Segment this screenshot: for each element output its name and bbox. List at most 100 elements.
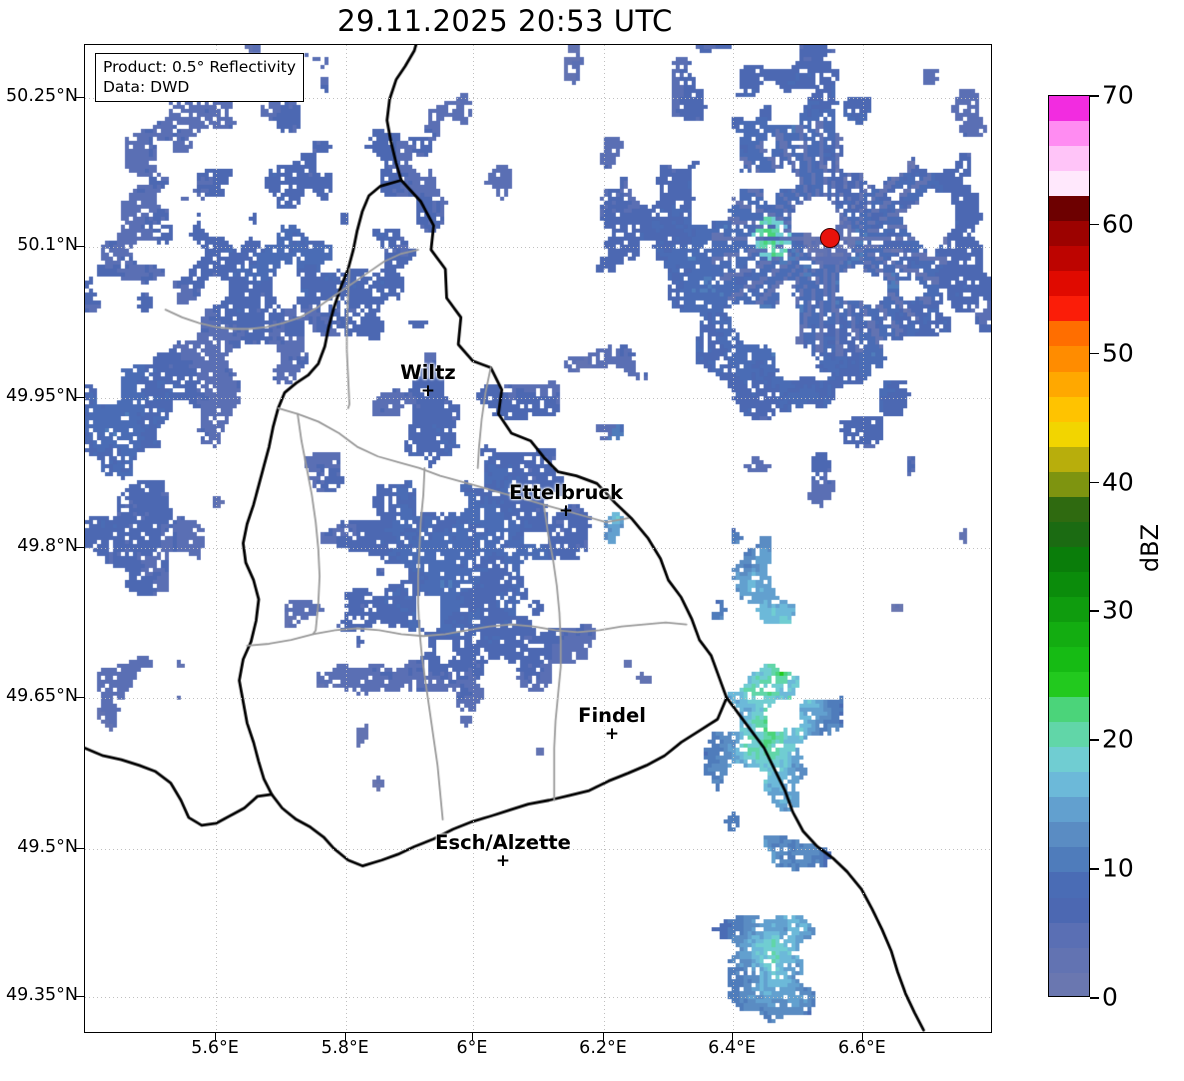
product-info-box: Product: 0.5° Reflectivity Data: DWD (95, 53, 304, 103)
latitude-tick-label: 49.5°N (17, 837, 78, 857)
colorbar-tick-label: 70 (1102, 80, 1134, 110)
colorbar-title: dBZ (1136, 523, 1164, 573)
colorbar-tick-mark (1090, 868, 1099, 870)
gridline-horizontal (85, 698, 991, 699)
colorbar-band (1049, 421, 1089, 447)
colorbar-band (1049, 822, 1089, 848)
city-name: Wiltz (400, 361, 456, 384)
gridline-vertical (604, 45, 605, 1032)
gridline-vertical (346, 45, 347, 1032)
latitude-tick-label: 49.95°N (6, 386, 78, 406)
grid-layer (85, 45, 991, 1032)
colorbar-tick-label: 20 (1102, 724, 1134, 754)
latitude-tick-mark (76, 996, 84, 998)
gridline-horizontal (85, 849, 991, 850)
radar-site-icon[interactable] (820, 228, 840, 248)
colorbar-band (1049, 672, 1089, 698)
city-name: Findel (578, 704, 646, 727)
colorbar-band (1049, 496, 1089, 522)
colorbar-tick-mark (1090, 223, 1099, 226)
colorbar-band (1049, 196, 1089, 222)
colorbar-tick-mark (1090, 610, 1099, 613)
colorbar-band (1049, 96, 1089, 122)
latitude-tick-mark (76, 547, 84, 549)
info-product-line: Product: 0.5° Reflectivity (103, 58, 296, 76)
colorbar-tick-mark (1090, 739, 1099, 741)
colorbar-tick-label: 10 (1102, 853, 1134, 883)
colorbar-band (1049, 747, 1089, 773)
colorbar-band (1049, 546, 1089, 572)
colorbar-band (1049, 647, 1089, 673)
colorbar-band (1049, 872, 1089, 898)
colorbar-band (1049, 972, 1089, 996)
gridline-horizontal (85, 548, 991, 549)
colorbar-band (1049, 847, 1089, 873)
colorbar-band (1049, 947, 1089, 973)
longitude-tick-mark (862, 1033, 864, 1041)
longitude-tick-mark (472, 1033, 474, 1041)
latitude-tick-label: 49.35°N (6, 985, 78, 1005)
colorbar-band (1049, 221, 1089, 247)
latitude-tick-mark (76, 848, 84, 850)
city-cross-icon: + (420, 381, 436, 401)
latitude-tick-mark (76, 697, 84, 699)
colorbar-band (1049, 146, 1089, 172)
latitude-tick-mark (76, 397, 84, 399)
city-cross-icon: + (604, 724, 620, 744)
longitude-tick-mark (345, 1033, 347, 1041)
geographic-borders-layer (85, 45, 991, 1032)
city-name: Esch/Alzette (435, 831, 571, 854)
colorbar-band (1049, 772, 1089, 798)
gridline-vertical (863, 45, 864, 1032)
colorbar-band (1049, 396, 1089, 422)
colorbar-band (1049, 521, 1089, 547)
colorbar-tick-label: 50 (1102, 338, 1134, 368)
colorbar-band (1049, 371, 1089, 397)
colorbar-band (1049, 621, 1089, 648)
colorbar-band (1049, 346, 1089, 372)
colorbar-band (1049, 571, 1089, 597)
colorbar-tick-label: 30 (1102, 595, 1134, 625)
page-title: 29.11.2025 20:53 UTC (337, 4, 673, 38)
colorbar-band (1049, 897, 1089, 923)
city-name: Ettelbruck (509, 481, 623, 504)
colorbar-tick-mark (1090, 481, 1099, 484)
gridline-horizontal (85, 398, 991, 399)
gridline-vertical (733, 45, 734, 1032)
info-data-line: Data: DWD (103, 78, 190, 97)
colorbar-band (1049, 246, 1089, 272)
colorbar-band (1049, 271, 1089, 297)
radar-map[interactable]: Product: 0.5° Reflectivity Data: DWD Wil… (84, 44, 992, 1033)
colorbar-band (1049, 697, 1089, 723)
gridline-horizontal (85, 98, 991, 99)
colorbar-tick-mark (1090, 95, 1099, 97)
colorbar-band (1049, 321, 1089, 347)
latitude-tick-label: 49.8°N (17, 536, 78, 556)
colorbar-band (1049, 797, 1089, 823)
latitude-tick-label: 50.1°N (17, 235, 78, 255)
gridline-horizontal (85, 247, 991, 248)
latitude-tick-mark (76, 97, 84, 99)
colorbar-tick-mark (1090, 997, 1099, 999)
latitude-tick-label: 50.25°N (6, 86, 78, 106)
gridline-horizontal (85, 997, 991, 998)
colorbar-tick-mark (1090, 352, 1099, 355)
colorbar-tick-label: 40 (1102, 467, 1134, 497)
longitude-tick-mark (732, 1033, 734, 1041)
colorbar-tick-label: 0 (1102, 982, 1118, 1012)
colorbar-band (1049, 446, 1089, 472)
longitude-tick-label: 6°E (456, 1038, 488, 1058)
colorbar-band (1049, 296, 1089, 322)
longitude-tick-label: 6.6°E (838, 1038, 886, 1058)
latitude-tick-mark (76, 246, 84, 248)
gridline-vertical (216, 45, 217, 1032)
gridline-vertical (473, 45, 474, 1032)
city-label-findel: Findel + (578, 704, 646, 744)
colorbar-band (1049, 171, 1089, 197)
longitude-tick-label: 5.8°E (321, 1038, 369, 1058)
latitude-tick-label: 49.65°N (6, 686, 78, 706)
longitude-tick-mark (603, 1033, 605, 1041)
city-label-esch-alzette: Esch/Alzette + (435, 831, 571, 870)
colorbar[interactable] (1048, 95, 1090, 997)
longitude-tick-label: 6.2°E (579, 1038, 627, 1058)
